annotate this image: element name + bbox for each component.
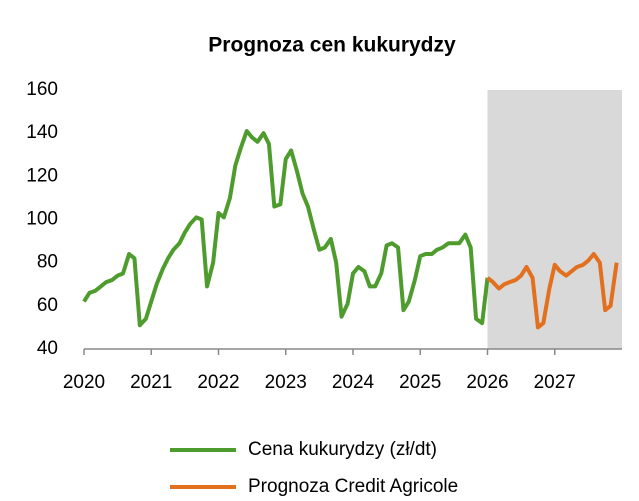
- x-tick-label: 2024: [332, 372, 375, 393]
- y-tick-label: 120: [26, 165, 58, 186]
- x-tick-label: 2026: [466, 372, 508, 393]
- chart-title: Prognoza cen kukurydzy: [208, 34, 456, 57]
- x-tick-label: 2022: [197, 372, 239, 393]
- legend-label: Prognoza Credit Agricole: [248, 476, 458, 497]
- x-tick-label: 2023: [265, 372, 307, 393]
- x-tick-label: 2020: [63, 372, 105, 393]
- data-line: [486, 252, 619, 330]
- y-tick-label: 60: [37, 295, 58, 316]
- data-line: [82, 129, 490, 328]
- y-tick-label: 40: [37, 338, 58, 359]
- y-tick-label: 140: [26, 122, 58, 143]
- y-tick-label: 160: [26, 79, 58, 100]
- legend-label: Cena kukurydzy (zł/dt): [248, 439, 437, 460]
- y-tick-label: 100: [26, 209, 58, 230]
- y-tick-label: 80: [37, 252, 58, 273]
- x-tick-label: 2021: [130, 372, 172, 393]
- forecast-shade: [487, 90, 622, 349]
- x-tick-label: 2027: [534, 372, 576, 393]
- x-tick-label: 2025: [399, 372, 441, 393]
